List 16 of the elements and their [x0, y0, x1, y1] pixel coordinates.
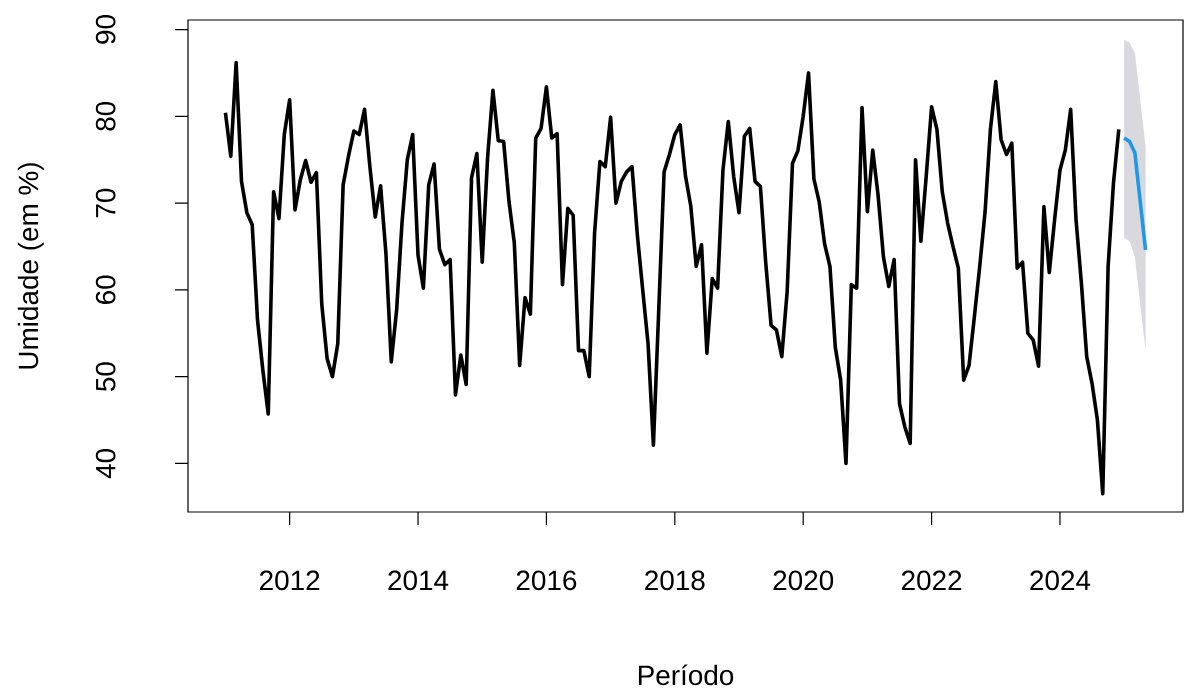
x-tick-label: 2014: [388, 570, 449, 591]
y-tick-label: 90: [95, 15, 116, 44]
y-tick-label: 40: [95, 449, 116, 479]
x-tick-label: 2018: [645, 570, 705, 591]
x-tick-label: 2016: [516, 570, 577, 591]
y-tick-label: 50: [95, 362, 116, 392]
x-tick-label: 2020: [773, 570, 834, 591]
y-tick-label: 70: [95, 188, 116, 218]
x-tick-label: 2024: [1030, 570, 1091, 591]
line-series: [223, 60, 1121, 496]
x-tick-label: 2012: [260, 570, 320, 591]
y-tick-label: 80: [95, 102, 116, 131]
x-tick-label: 2022: [901, 570, 962, 591]
y-tick-label: 60: [95, 275, 116, 305]
x-axis-title: Período: [638, 664, 734, 686]
y-axis-title: Umidade (em %): [17, 163, 44, 369]
